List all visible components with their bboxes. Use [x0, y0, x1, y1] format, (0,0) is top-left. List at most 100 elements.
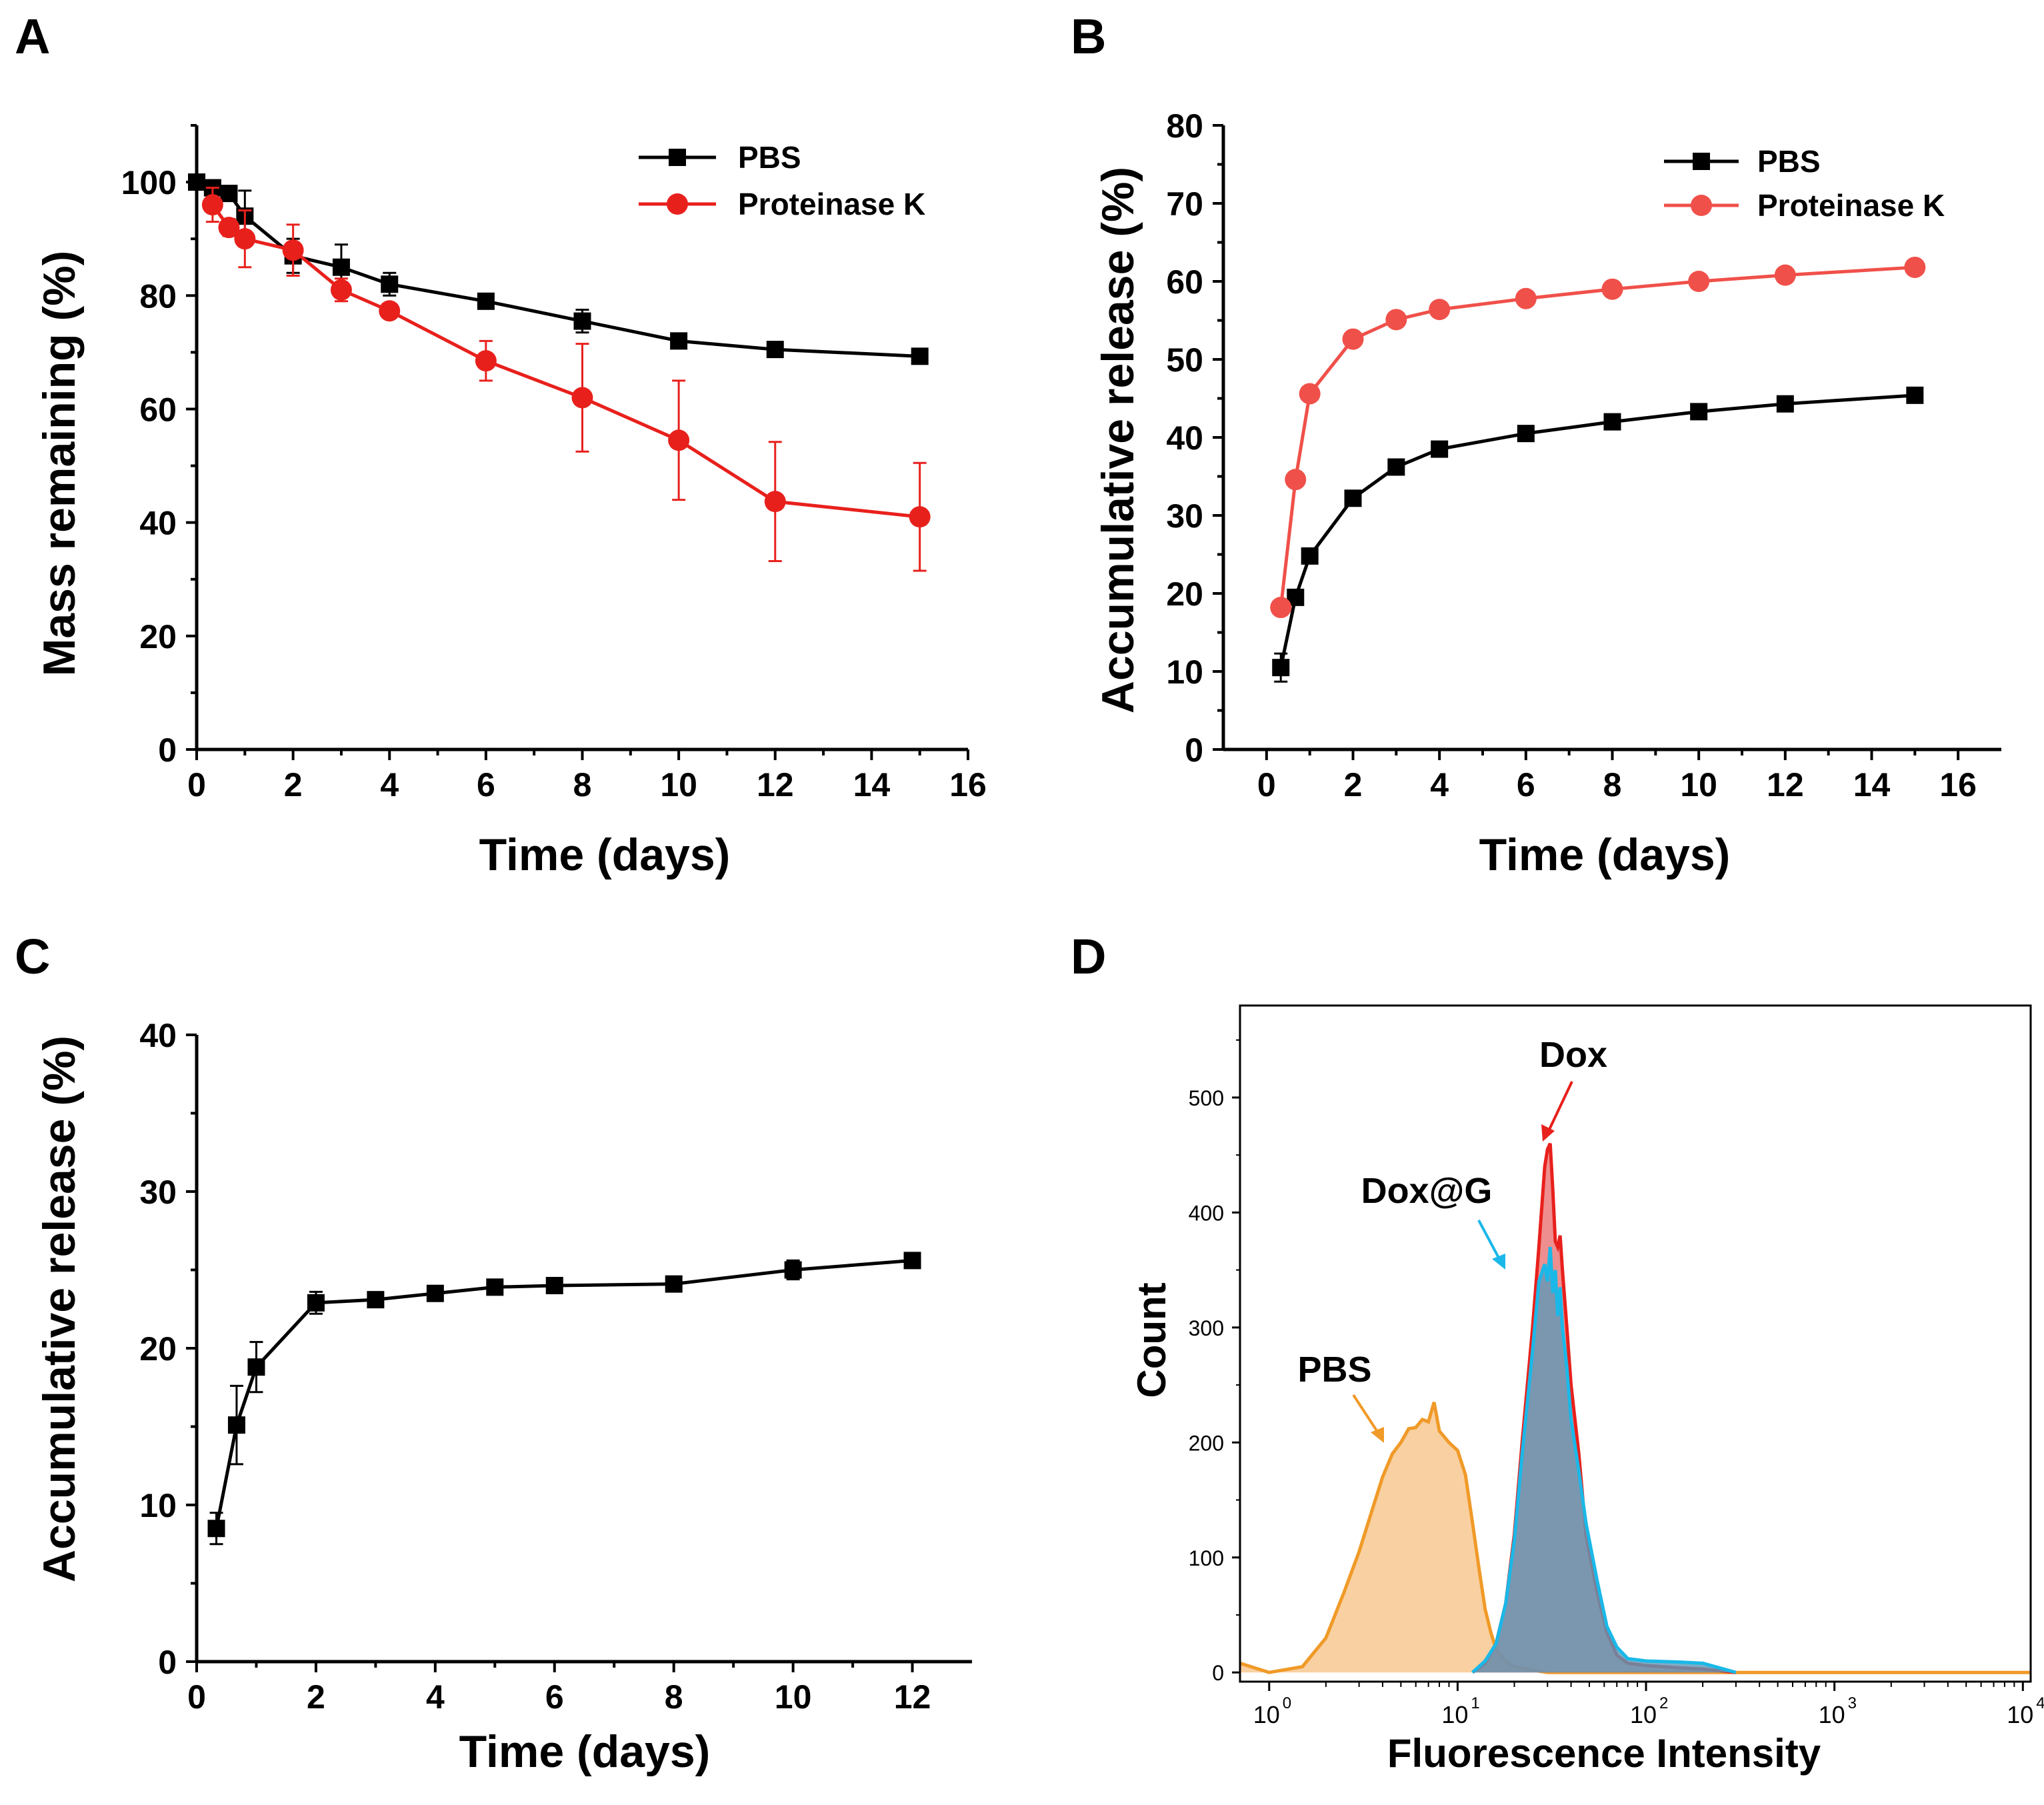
x-tick-label: 0	[187, 766, 206, 803]
annotation-dox-g-arrowhead	[1492, 1254, 1505, 1270]
x-tick-label: 2	[284, 766, 303, 803]
x-tick-label: 0	[187, 1678, 206, 1716]
annotation-pbs-arrowhead	[1371, 1427, 1384, 1443]
y-tick-label: 400	[1189, 1201, 1224, 1225]
data-point	[477, 292, 495, 310]
panel-a-y-axis-title: Mass remaining (%)	[34, 251, 85, 677]
panel-b-y-axis-title: Accumulative release (%)	[1093, 167, 1143, 713]
panel-c-y-axis-title: Accumulative release (%)	[34, 1036, 85, 1582]
x-tick-label: 4	[380, 766, 399, 803]
data-point	[1387, 458, 1405, 476]
data-point	[665, 1275, 683, 1293]
panel-a-chart: 0 2 4 6 8 10 12 14 16 0 20 40 60 80 100 Time (days) Ma…	[34, 124, 987, 880]
series-pbs	[188, 173, 929, 365]
x-tick-label: 10	[2007, 1701, 2033, 1728]
legend-pbs-label: PBS	[738, 140, 801, 175]
x-tick-label: 8	[665, 1678, 683, 1716]
legend-proteinase-marker	[667, 193, 688, 215]
y-tick-label: 40	[1166, 419, 1203, 457]
data-point	[670, 332, 688, 350]
y-tick-label: 200	[1189, 1431, 1224, 1455]
histogram-dox-g	[1471, 1246, 1737, 1674]
x-tick-label: 2	[307, 1678, 325, 1716]
legend-pbs-marker	[669, 149, 686, 166]
x-tick-exponent: 4	[2036, 1694, 2044, 1712]
annotation-pbs: PBS	[1297, 1350, 1371, 1390]
x-tick-exponent: 2	[1659, 1694, 1668, 1712]
histogram-fill	[1240, 1402, 2031, 1673]
data-point	[1601, 278, 1623, 300]
data-point	[220, 185, 238, 203]
annotation-dox-g-arrow	[1477, 1220, 1501, 1261]
data-point	[1270, 597, 1292, 619]
panel-b-legend: PBS Proteinase K	[1664, 144, 1945, 223]
data-point	[766, 341, 784, 359]
x-tick-label: 4	[426, 1678, 445, 1716]
annotation-dox-arrow	[1547, 1081, 1573, 1133]
data-point	[486, 1278, 504, 1296]
x-tick-label: 14	[1853, 766, 1891, 803]
data-point	[330, 279, 352, 301]
x-tick-label: 10	[1680, 766, 1717, 803]
x-tick-label: 0	[1257, 766, 1276, 803]
data-point	[1299, 383, 1321, 405]
y-tick-label: 60	[1166, 263, 1203, 301]
data-point	[909, 506, 931, 528]
data-point	[332, 258, 350, 276]
panel-label-c: C	[15, 929, 50, 984]
series-release	[207, 1252, 921, 1546]
data-point	[1904, 256, 1926, 278]
y-tick-label: 0	[158, 1644, 177, 1681]
y-tick-label: 40	[139, 1017, 177, 1054]
y-tick-label: 300	[1189, 1316, 1224, 1340]
x-tick-label: 10	[775, 1678, 812, 1716]
data-point	[573, 312, 591, 330]
data-point	[1688, 271, 1710, 292]
x-tick-label: 4	[1430, 766, 1449, 803]
legend-proteinase-marker	[1691, 195, 1712, 216]
x-tick-label: 8	[1603, 766, 1622, 803]
y-tick-label: 10	[1166, 653, 1203, 691]
x-tick-exponent: 3	[1848, 1694, 1857, 1712]
data-point	[571, 387, 593, 409]
data-point	[218, 217, 240, 239]
y-tick-label: 40	[139, 505, 177, 542]
data-point	[247, 1358, 265, 1376]
x-tick-exponent: 0	[1283, 1694, 1291, 1712]
y-tick-label: 60	[139, 391, 177, 428]
legend-pbs-label: PBS	[1757, 144, 1821, 179]
y-tick-label: 30	[1166, 497, 1203, 535]
y-tick-label: 0	[1212, 1661, 1224, 1685]
panel-d-y-axis-title: Count	[1129, 1282, 1174, 1398]
x-tick-label: 10	[1253, 1701, 1280, 1728]
x-tick-label: 10	[1819, 1701, 1845, 1728]
x-tick-label: 6	[1517, 766, 1535, 803]
data-point	[1774, 264, 1796, 286]
data-point	[1385, 309, 1407, 331]
x-tick-label: 6	[477, 766, 495, 803]
annotation-dox-arrowhead	[1541, 1124, 1555, 1142]
data-point	[1431, 440, 1449, 458]
data-point	[1342, 328, 1364, 350]
data-point	[1906, 386, 1924, 404]
panel-a-legend: PBS Proteinase K	[639, 140, 925, 221]
x-tick-label: 10	[1630, 1701, 1657, 1728]
y-tick-label: 20	[139, 1330, 177, 1368]
data-point	[207, 1520, 225, 1538]
y-tick-label: 50	[1166, 341, 1203, 379]
data-point	[227, 1416, 245, 1434]
data-point	[1603, 413, 1621, 431]
legend-proteinase-label: Proteinase K	[738, 187, 925, 221]
data-point	[379, 300, 401, 322]
data-point	[764, 491, 786, 513]
x-tick-label: 16	[1939, 766, 1977, 803]
data-point	[1285, 469, 1307, 491]
data-point	[1272, 659, 1290, 677]
panel-b-x-axis-title: Time (days)	[1479, 829, 1731, 880]
y-tick-label: 100	[121, 164, 177, 201]
data-point	[903, 1252, 921, 1270]
data-point	[201, 194, 223, 216]
data-point	[911, 347, 929, 365]
panel-d-x-axis-title: Fluorescence Intensity	[1387, 1731, 1821, 1776]
